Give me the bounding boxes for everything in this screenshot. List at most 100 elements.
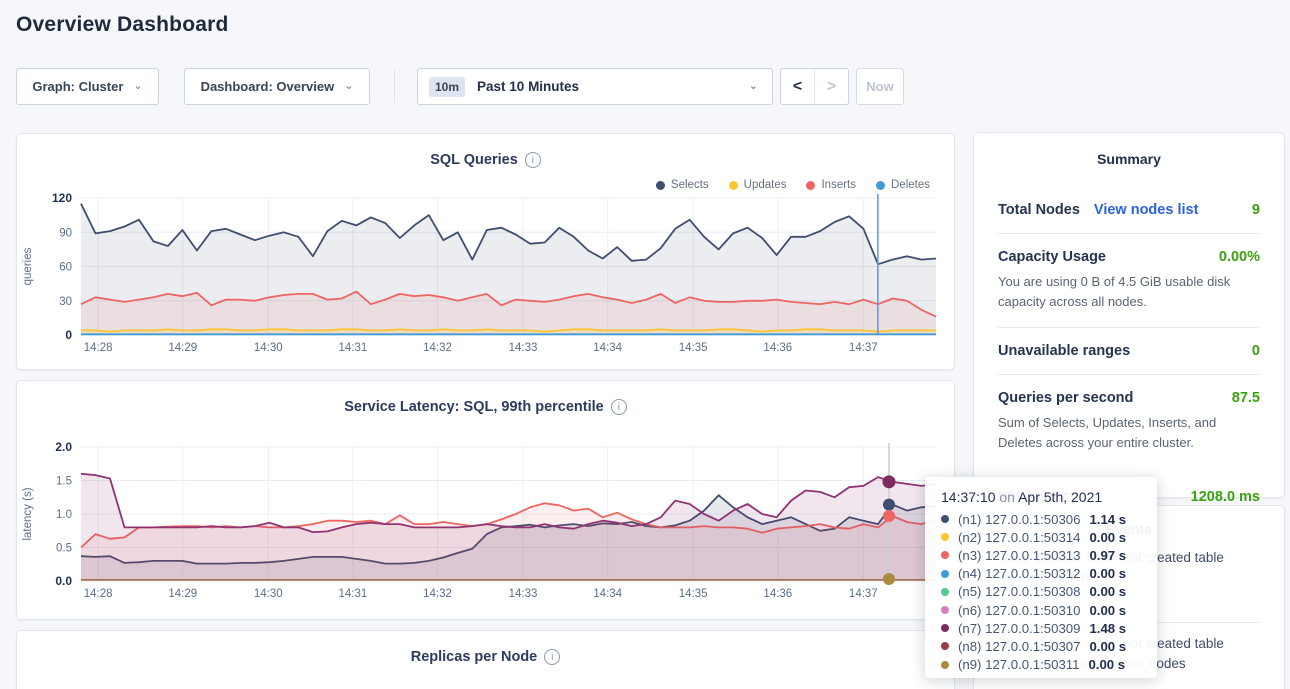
- tooltip-rows: (n1) 127.0.0.1:50306 1.14 s (n2) 127.0.0.1…: [941, 510, 1141, 674]
- chart-title-text: Replicas per Node: [410, 649, 538, 665]
- svg-text:14:34: 14:34: [593, 588, 622, 600]
- svg-text:14:34: 14:34: [593, 342, 622, 354]
- svg-text:30: 30: [59, 296, 72, 308]
- service-latency-title: Service Latency: SQL, 99th percentile i: [17, 399, 954, 415]
- node-address: (n6) 127.0.0.1:50310: [958, 602, 1081, 618]
- svg-text:2.0: 2.0: [55, 440, 72, 454]
- capacity-value: 0.00%: [1218, 249, 1260, 265]
- now-button[interactable]: Now: [856, 68, 904, 105]
- unavailable-ranges-row: Unavailable ranges 0: [998, 332, 1260, 370]
- svg-text:14:32: 14:32: [423, 342, 452, 354]
- sql-queries-title: SQL Queries i: [17, 152, 954, 168]
- node-dot-icon: [941, 642, 949, 651]
- legend-item-selects[interactable]: Selects: [655, 179, 709, 191]
- node-latency-value: 0.00 s: [1088, 657, 1126, 673]
- svg-text:14:28: 14:28: [84, 588, 113, 600]
- time-next-button[interactable]: >: [826, 77, 837, 95]
- svg-text:1.5: 1.5: [56, 476, 72, 488]
- time-range-selector[interactable]: 10m Past 10 Minutes ⌄: [417, 68, 773, 105]
- dashboard-dropdown[interactable]: Dashboard: Overview ⌄: [184, 68, 370, 105]
- tooltip-timestamp: 14:37:10 on Apr 5th, 2021: [941, 489, 1141, 505]
- replicas-title: Replicas per Node i: [17, 649, 954, 665]
- node-dot-icon: [941, 515, 949, 524]
- page-title: Overview Dashboard: [16, 13, 229, 36]
- tooltip-node-row: (n1) 127.0.0.1:50306 1.14 s: [941, 510, 1141, 528]
- tooltip-time: 14:37:10: [941, 489, 996, 505]
- info-icon[interactable]: i: [524, 152, 541, 168]
- time-step-arrows: < >: [780, 68, 849, 105]
- node-address: (n9) 127.0.0.1:50311: [958, 657, 1080, 673]
- capacity-label: Capacity Usage: [998, 249, 1106, 265]
- view-nodes-list-link[interactable]: View nodes list: [1093, 202, 1199, 218]
- svg-text:120: 120: [52, 191, 72, 205]
- svg-text:queries: queries: [22, 247, 34, 285]
- unavailable-ranges-label: Unavailable ranges: [998, 343, 1131, 359]
- service-latency-card: Service Latency: SQL, 99th percentile i …: [16, 380, 955, 620]
- updates-dot-icon: [728, 180, 738, 190]
- node-address: (n2) 127.0.0.1:50314: [958, 529, 1081, 545]
- svg-text:14:37: 14:37: [849, 588, 878, 600]
- svg-text:14:30: 14:30: [254, 342, 283, 354]
- divider: [998, 327, 1260, 328]
- svg-text:14:32: 14:32: [423, 588, 452, 600]
- svg-text:14:36: 14:36: [763, 588, 792, 600]
- summary-title: Summary: [1097, 151, 1161, 167]
- tooltip-node-row: (n6) 127.0.0.1:50310 0.00 s: [941, 601, 1141, 619]
- svg-text:14:28: 14:28: [84, 342, 113, 354]
- svg-text:14:29: 14:29: [168, 588, 197, 600]
- tooltip-date: Apr 5th, 2021: [1018, 489, 1103, 505]
- p99-value: 1208.0 ms: [1190, 489, 1260, 505]
- sql-queries-legend: Selects Updates Inserts Deletes: [655, 179, 930, 191]
- svg-text:0: 0: [65, 328, 72, 342]
- node-latency-value: 0.00 s: [1089, 584, 1127, 600]
- chart-title-text: SQL Queries: [430, 152, 518, 168]
- svg-text:14:33: 14:33: [509, 342, 538, 354]
- replicas-card: Replicas per Node i: [16, 630, 955, 689]
- legend-item-updates[interactable]: Updates: [728, 179, 786, 191]
- svg-text:0.5: 0.5: [56, 543, 72, 555]
- svg-text:90: 90: [59, 227, 72, 239]
- node-address: (n4) 127.0.0.1:50312: [958, 566, 1081, 582]
- sql-queries-chart[interactable]: 14:28 14:29 14:30 14:31 14:32 14:33 14:34 14:35…: [17, 191, 956, 361]
- controls-divider: [394, 70, 395, 103]
- tooltip-node-row: (n7) 127.0.0.1:50309 1.48 s: [941, 619, 1141, 637]
- node-dot-icon: [941, 624, 949, 633]
- svg-text:1.0: 1.0: [56, 509, 72, 521]
- node-address: (n7) 127.0.0.1:50309: [958, 620, 1081, 636]
- svg-text:14:29: 14:29: [168, 342, 197, 354]
- sql-queries-card: SQL Queries i Selects Updates Inserts De…: [16, 133, 955, 370]
- node-latency-value: 0.00 s: [1089, 602, 1127, 618]
- node-address: (n1) 127.0.0.1:50306: [958, 511, 1081, 527]
- divider: [998, 374, 1260, 375]
- legend-label: Selects: [670, 179, 709, 191]
- total-nodes-label: Total Nodes: [998, 202, 1080, 218]
- node-latency-value: 1.14 s: [1089, 511, 1127, 527]
- tooltip-node-row: (n5) 127.0.0.1:50308 0.00 s: [941, 583, 1141, 601]
- svg-text:0.0: 0.0: [55, 574, 72, 588]
- service-latency-chart[interactable]: 14:28 14:29 14:30 14:31 14:32 14:33 14:34 14:35…: [17, 439, 956, 609]
- svg-text:14:35: 14:35: [679, 588, 708, 600]
- graph-dropdown[interactable]: Graph: Cluster ⌄: [16, 68, 159, 105]
- tooltip-node-row: (n2) 127.0.0.1:50314 0.00 s: [941, 528, 1141, 546]
- node-dot-icon: [941, 533, 949, 542]
- chevron-down-icon: ⌄: [133, 80, 143, 92]
- total-nodes-value: 9: [1251, 202, 1260, 218]
- chart-hover-tooltip: 14:37:10 on Apr 5th, 2021 (n1) 127.0.0.1…: [925, 477, 1157, 678]
- time-prev-button[interactable]: <: [781, 69, 815, 104]
- summary-panel: Summary Total Nodes View nodes list 9 Ca…: [973, 132, 1285, 505]
- node-dot-icon: [941, 587, 949, 596]
- info-icon[interactable]: i: [610, 399, 627, 415]
- divider: [998, 233, 1260, 234]
- qps-row: Queries per second 87.5: [998, 379, 1260, 417]
- node-address: (n3) 127.0.0.1:50313: [958, 547, 1081, 563]
- node-address: (n5) 127.0.0.1:50308: [958, 584, 1081, 600]
- svg-text:latency (s): latency (s): [22, 487, 34, 540]
- svg-text:14:30: 14:30: [254, 588, 283, 600]
- capacity-row: Capacity Usage 0.00%: [998, 238, 1260, 276]
- legend-item-inserts[interactable]: Inserts: [806, 179, 856, 191]
- qps-value: 87.5: [1231, 390, 1260, 406]
- legend-item-deletes[interactable]: Deletes: [876, 179, 930, 191]
- info-icon[interactable]: i: [544, 649, 561, 665]
- svg-text:14:37: 14:37: [849, 342, 878, 354]
- node-dot-icon: [941, 569, 949, 578]
